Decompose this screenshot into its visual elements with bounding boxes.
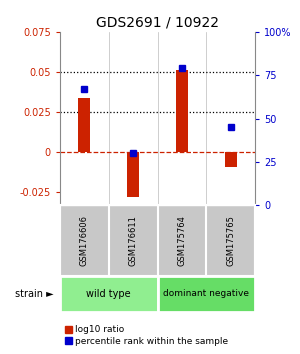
Text: GSM175765: GSM175765 [226,215,235,266]
Text: GSM176606: GSM176606 [80,215,89,266]
Text: GSM175764: GSM175764 [177,215,186,266]
Bar [176,70,188,152]
Text: GSM176611: GSM176611 [129,215,138,266]
Bar [158,276,255,312]
Bar [78,98,91,152]
Text: strain ►: strain ► [15,289,54,299]
Text: dominant negative: dominant negative [163,289,249,298]
Text: wild type: wild type [86,289,131,299]
Legend: log10 ratio, percentile rank within the sample: log10 ratio, percentile rank within the … [64,325,229,346]
Bar [224,152,237,167]
Bar [60,276,158,312]
Bar [127,152,139,197]
Title: GDS2691 / 10922: GDS2691 / 10922 [96,15,219,29]
